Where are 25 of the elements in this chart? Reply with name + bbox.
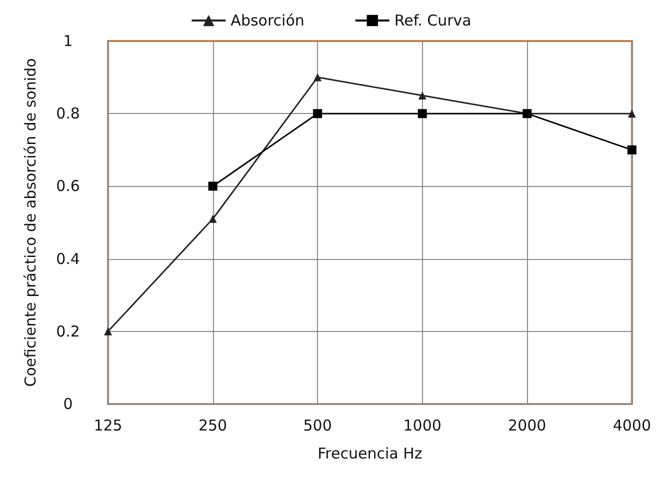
x-tick-label: 125 [94,416,122,434]
x-tick-label: 500 [303,416,332,434]
point [313,109,322,118]
point [314,73,322,82]
point [628,110,636,118]
point [627,145,636,154]
y-tick-label: 0.6 [56,177,80,196]
legend-label: Ref. Curva [394,12,472,30]
point [208,214,217,223]
y-tick-label: 0 [63,395,73,413]
y-tick-label: 0.4 [56,250,80,268]
x-tick-label: 250 [198,416,228,434]
y-axis-title: Coeficiente práctico de absorción de sonido [22,58,40,387]
y-tick-label: 0.8 [56,104,80,123]
x-tick-label: 4000 [612,416,652,434]
x-tick-label: 2000 [508,416,546,434]
point [208,182,218,191]
point [418,91,426,100]
x-axis-title: Frecuencia Hz [318,444,422,462]
legend-label: Absorción [230,12,304,30]
y-tick-label: 1 [63,32,73,50]
y-tick-label: 0.2 [56,322,80,340]
x-tick-label: 1000 [403,416,442,434]
point [418,109,427,118]
point [104,327,112,336]
